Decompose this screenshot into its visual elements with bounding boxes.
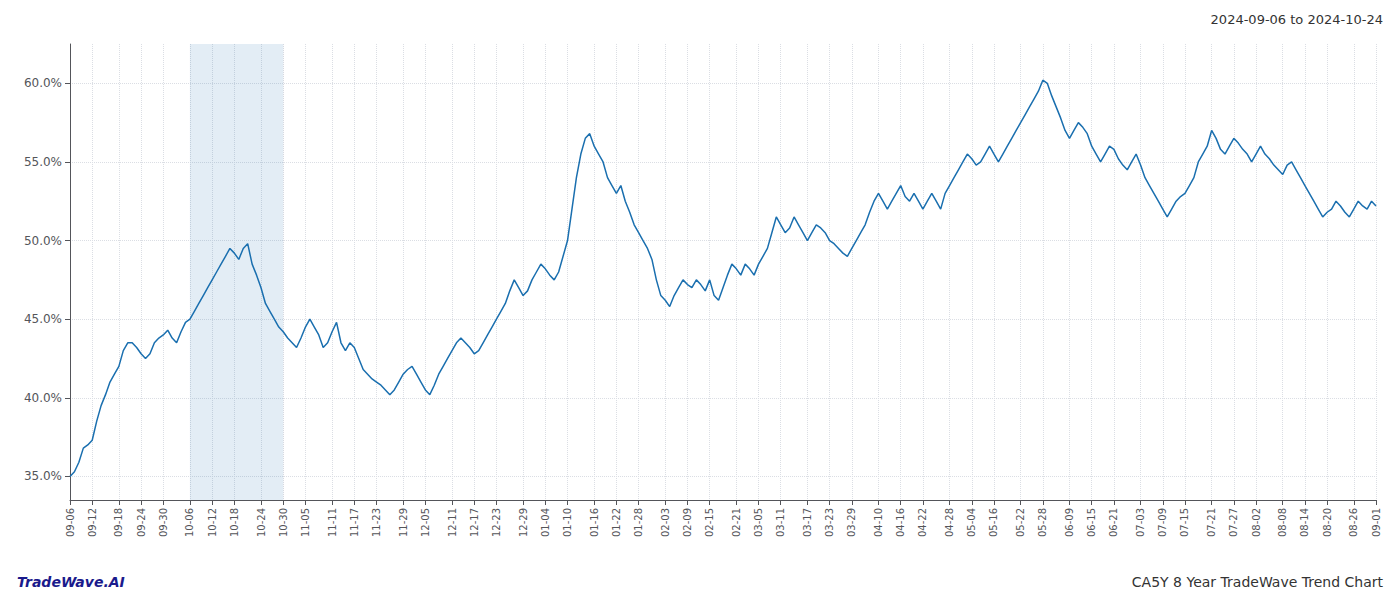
svg-text:11-05: 11-05 <box>300 508 311 537</box>
svg-text:01-22: 01-22 <box>611 508 622 537</box>
svg-text:10-30: 10-30 <box>278 508 289 537</box>
svg-text:12-05: 12-05 <box>420 508 431 537</box>
svg-text:09-01: 09-01 <box>1371 508 1382 537</box>
svg-text:01-10: 01-10 <box>562 508 573 537</box>
svg-text:10-12: 10-12 <box>207 508 218 537</box>
svg-text:10-06: 10-06 <box>184 508 195 537</box>
svg-text:08-02: 08-02 <box>1251 508 1262 537</box>
svg-text:12-11: 12-11 <box>447 508 458 537</box>
svg-text:50.0%: 50.0% <box>24 234 62 248</box>
svg-text:11-11: 11-11 <box>327 508 338 537</box>
svg-text:60.0%: 60.0% <box>24 76 62 90</box>
svg-text:55.0%: 55.0% <box>24 155 62 169</box>
svg-text:08-20: 08-20 <box>1322 508 1333 537</box>
svg-text:35.0%: 35.0% <box>24 469 62 483</box>
svg-text:03-05: 03-05 <box>753 508 764 537</box>
svg-text:06-15: 06-15 <box>1086 508 1097 537</box>
svg-text:03-23: 03-23 <box>824 508 835 537</box>
svg-text:09-12: 09-12 <box>87 508 98 537</box>
svg-text:09-06: 09-06 <box>65 508 76 537</box>
svg-text:04-10: 04-10 <box>873 508 884 537</box>
svg-text:07-27: 07-27 <box>1228 508 1239 537</box>
svg-text:05-28: 05-28 <box>1037 508 1048 537</box>
svg-text:12-29: 12-29 <box>518 508 529 537</box>
svg-text:02-15: 02-15 <box>704 508 715 537</box>
svg-text:07-21: 07-21 <box>1206 508 1217 537</box>
svg-text:04-28: 04-28 <box>944 508 955 537</box>
svg-text:05-04: 05-04 <box>966 508 977 537</box>
svg-text:2024-09-06 to 2024-10-24: 2024-09-06 to 2024-10-24 <box>1211 12 1383 27</box>
svg-text:02-03: 02-03 <box>660 508 671 537</box>
svg-text:CA5Y 8 Year TradeWave Trend Ch: CA5Y 8 Year TradeWave Trend Chart <box>1132 574 1384 590</box>
svg-text:09-24: 09-24 <box>136 508 147 537</box>
svg-text:01-16: 01-16 <box>589 508 600 537</box>
svg-text:03-29: 03-29 <box>846 508 857 537</box>
svg-text:03-17: 03-17 <box>802 508 813 537</box>
svg-text:07-03: 07-03 <box>1135 508 1146 537</box>
svg-text:06-21: 06-21 <box>1108 508 1119 537</box>
svg-text:01-04: 01-04 <box>540 508 551 537</box>
svg-text:07-15: 07-15 <box>1179 508 1190 537</box>
svg-text:12-23: 12-23 <box>491 508 502 537</box>
svg-text:05-16: 05-16 <box>988 508 999 537</box>
svg-text:02-21: 02-21 <box>731 508 742 537</box>
svg-text:10-24: 10-24 <box>256 508 267 537</box>
svg-text:01-28: 01-28 <box>633 508 644 537</box>
svg-text:11-29: 11-29 <box>398 508 409 537</box>
svg-text:04-22: 04-22 <box>917 508 928 537</box>
svg-text:03-11: 03-11 <box>775 508 786 537</box>
svg-text:10-18: 10-18 <box>229 508 240 537</box>
svg-text:08-08: 08-08 <box>1277 508 1288 537</box>
svg-text:TradeWave.AI: TradeWave.AI <box>17 574 125 590</box>
svg-text:02-09: 02-09 <box>682 508 693 537</box>
svg-text:45.0%: 45.0% <box>24 312 62 326</box>
svg-text:09-30: 09-30 <box>158 508 169 537</box>
svg-text:05-22: 05-22 <box>1015 508 1026 537</box>
svg-text:09-18: 09-18 <box>113 508 124 537</box>
svg-text:08-26: 08-26 <box>1348 508 1359 537</box>
svg-text:06-09: 06-09 <box>1064 508 1075 537</box>
svg-text:40.0%: 40.0% <box>24 391 62 405</box>
svg-text:11-17: 11-17 <box>349 508 360 537</box>
svg-text:11-23: 11-23 <box>371 508 382 537</box>
svg-text:12-17: 12-17 <box>469 508 480 537</box>
svg-text:07-09: 07-09 <box>1157 508 1168 537</box>
svg-text:08-14: 08-14 <box>1299 508 1310 537</box>
svg-text:04-16: 04-16 <box>895 508 906 537</box>
